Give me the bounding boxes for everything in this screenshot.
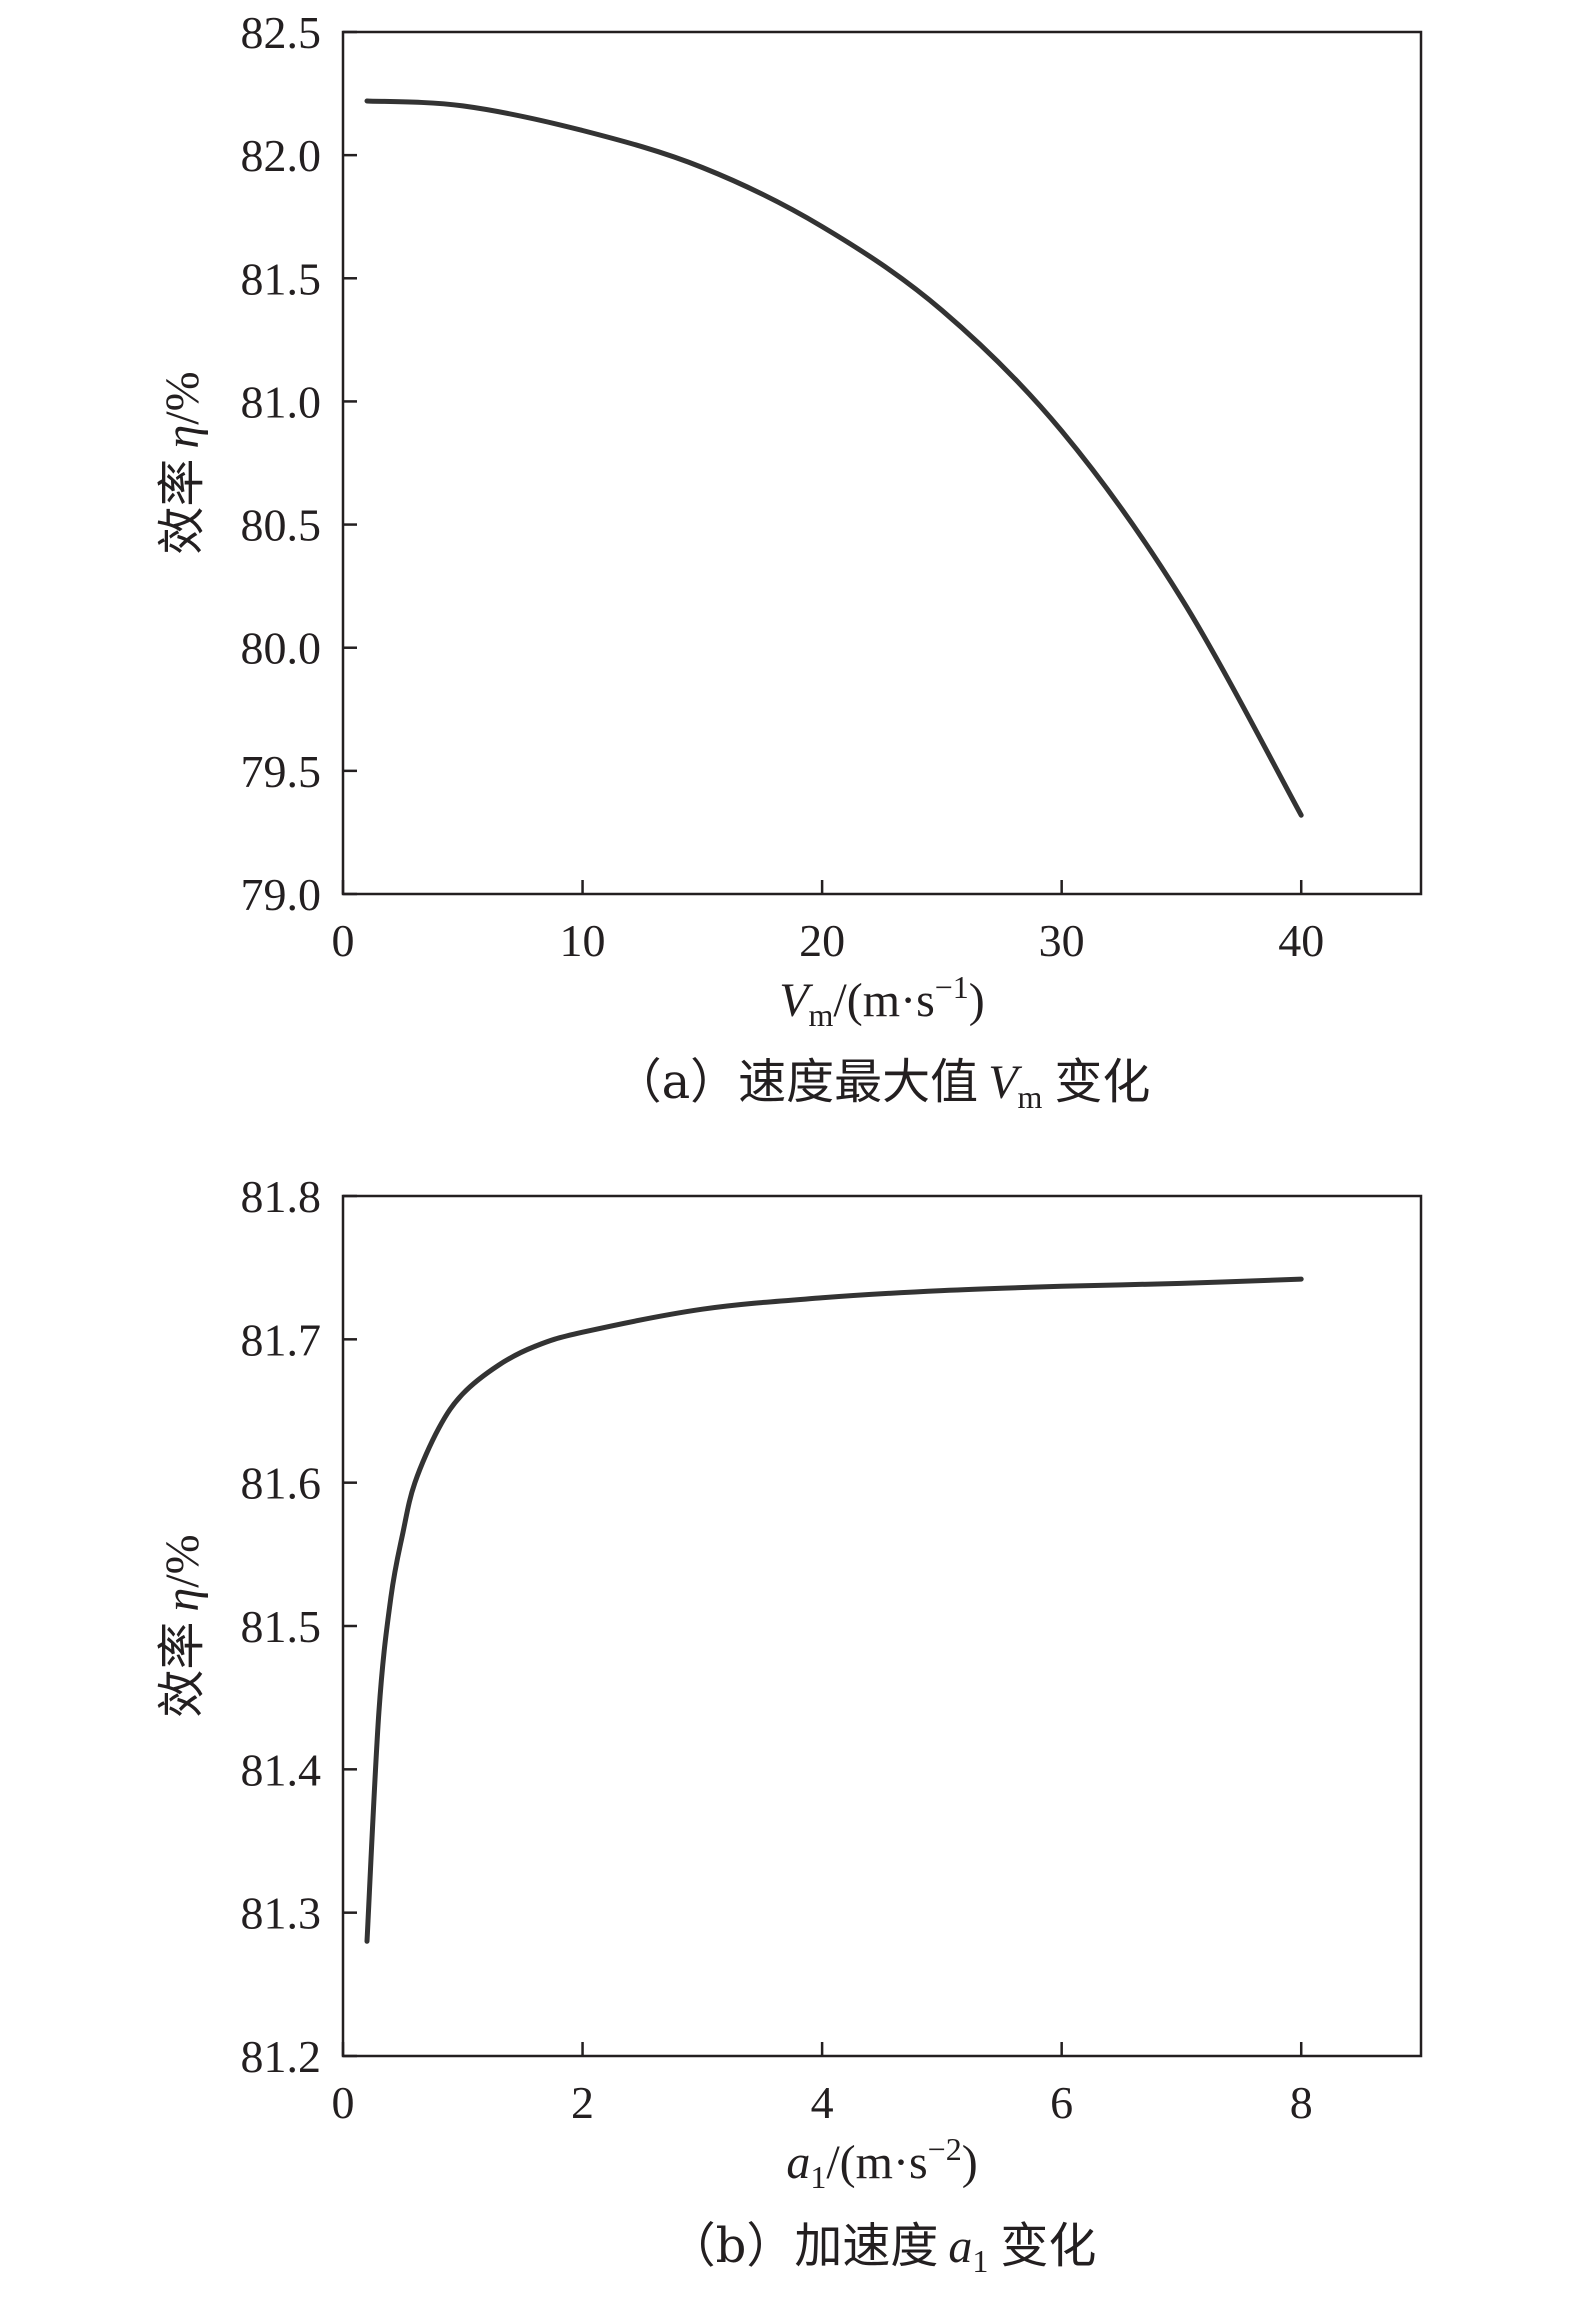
panel-b-y-tick-label: 81.2 [241, 2031, 322, 2082]
panel-a-plot-frame [341, 30, 1423, 896]
panel-a-x-tick-label: 0 [332, 915, 355, 966]
panel-a-x-label-sub: m [809, 997, 834, 1033]
panel-b-y-label-symbol: η [156, 1588, 209, 1612]
panel-a-caption-prefix: （a）速度最大值 [614, 1054, 979, 1110]
panel-b-x-label-close: ) [962, 2136, 978, 2189]
panel-b: 0 2 4 6 881.281.381.481.581.681.781.8 效率η/% … [154, 1171, 1423, 2279]
panel-b-x-tick-label: 6 [1050, 2077, 1073, 2128]
panel-a-y-tick-label: 82.5 [241, 7, 322, 58]
panel-a-y-tick-label: 79.5 [241, 746, 322, 797]
panel-a-x-tick-label: 10 [560, 915, 606, 966]
panel-a-ticks: 0 10 20 30 40 79.0 79.5 80.0 80.5 81.0 81.5 82.0 82.… [241, 7, 1325, 966]
panel-a-y-tick-label: 81.0 [241, 376, 322, 427]
panel-a-caption-sub: m [1018, 1079, 1043, 1115]
panel-b-x-label-var: a [786, 2136, 810, 2189]
panel-b-y-tick-label: 81.7 [241, 1314, 322, 1365]
panel-b-caption-suffix: 变化 [1000, 2218, 1096, 2274]
panel-a-x-label-unit: /(m·s [833, 974, 934, 1027]
panel-a-caption-var: V [988, 1056, 1022, 1109]
panel-a-x-label-close: ) [969, 974, 985, 1027]
panel-a-y-axis-label: 效率 η/% [154, 371, 210, 554]
panel-a-caption-suffix: 变化 [1054, 1054, 1150, 1110]
panel-a-x-tick-label: 40 [1278, 915, 1324, 966]
panel-a-y-tick-label: 81.5 [241, 253, 322, 304]
panel-b-y-tick-label: 81.5 [241, 1601, 322, 1652]
panel-b-caption-prefix: （b）加速度 [668, 2218, 939, 2274]
panel-b-y-tick-label: 81.4 [241, 1744, 322, 1795]
panel-a-x-axis-label: Vm/(m·s−1) [779, 969, 985, 1033]
panel-b-x-label-unit: /(m·s [826, 2136, 927, 2189]
panel-b-y-axis-label: 效率 η/% [154, 1534, 210, 1717]
panel-a-y-tick-label: 80.0 [241, 623, 322, 674]
panel-b-efficiency-line [364, 1276, 1304, 1944]
panel-a-efficiency-line [364, 98, 1304, 818]
panel-b-x-tick-label: 0 [332, 2077, 355, 2128]
panel-a-x-tick-label: 20 [799, 915, 845, 966]
panel-a-y-label-unit: /% [156, 371, 209, 424]
panel-b-x-tick-label: 2 [571, 2077, 594, 2128]
panel-b-y-label-cjk: 效率 [154, 1622, 210, 1718]
panel-b-x-label-sup: −2 [928, 2131, 962, 2167]
panel-b-caption-sub: 1 [972, 2243, 988, 2279]
panel-a-x-label-var: V [779, 974, 813, 1027]
panel-a-y-tick-label: 79.0 [241, 869, 322, 920]
panel-b-x-label-sub: 1 [810, 2159, 826, 2195]
panel-b-caption: （b）加速度 a1 变化 [668, 2218, 1097, 2279]
panel-a: 0 10 20 30 40 79.0 79.5 80.0 80.5 81.0 81.5 82.0 82.… [154, 7, 1423, 1115]
panel-a-y-label-cjk: 效率 [154, 459, 210, 555]
panel-a-caption: （a）速度最大值 Vm 变化 [614, 1054, 1151, 1115]
panel-b-ticks: 0 2 4 6 8 81.2 81.3 81.4 81.5 81.6 81.7 81.8 [241, 1171, 1313, 2128]
panel-b-x-tick-label: 8 [1290, 2077, 1313, 2128]
panel-b-y-tick-label: 81.3 [241, 1888, 322, 1939]
panel-b-plot-frame [341, 1194, 1423, 2058]
panel-a-x-tick-label: 30 [1039, 915, 1085, 966]
panel-a-x-label-sup: −1 [935, 969, 969, 1005]
panel-a-y-tick-label: 80.5 [241, 500, 322, 551]
panel-b-caption-var: a [948, 2220, 972, 2273]
panel-b-y-label-unit: /% [156, 1534, 209, 1587]
panel-b-y-tick-label: 81.8 [241, 1171, 322, 1222]
panel-b-x-axis-label: a1/(m·s−2) [786, 2131, 977, 2195]
panel-a-y-label-symbol: η [156, 425, 209, 449]
panel-b-x-tick-label: 4 [811, 2077, 834, 2128]
panel-a-y-tick-label: 82.0 [241, 130, 322, 181]
panel-b-y-tick-label: 81.6 [241, 1458, 322, 1509]
